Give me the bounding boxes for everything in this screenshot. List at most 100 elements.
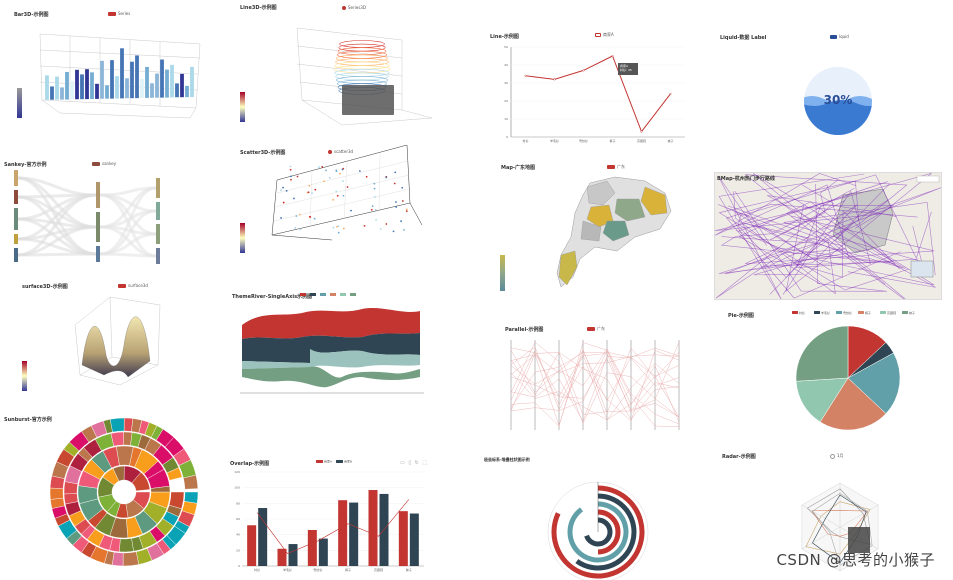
overlap-bar-商家B[interactable]	[349, 502, 359, 566]
bmap-route[interactable]	[717, 173, 865, 300]
scatter3d-point[interactable]	[358, 170, 361, 172]
scatter3d-point[interactable]	[373, 187, 376, 190]
parallel-line[interactable]	[510, 348, 680, 425]
sankey-node[interactable]	[14, 208, 18, 230]
sankey-node[interactable]	[14, 170, 18, 186]
bar3d-bar[interactable]	[79, 74, 85, 100]
bar3d-bar[interactable]	[144, 66, 150, 99]
polar-bar[interactable]	[575, 493, 637, 571]
line-point[interactable]	[669, 92, 672, 95]
pie-legend-swatch[interactable]	[814, 311, 820, 314]
map-visualmap[interactable]	[500, 255, 505, 291]
overlap-toolbox[interactable]: ▭ ▯ ↻ ⬚	[400, 460, 429, 466]
bar3d-bar[interactable]	[64, 71, 70, 100]
sankey-link[interactable]	[17, 252, 97, 257]
sankey-node[interactable]	[156, 178, 160, 198]
parallel-line[interactable]	[510, 342, 680, 427]
bmap-route[interactable]	[744, 174, 908, 285]
bar3d-visualmap[interactable]	[17, 88, 22, 118]
scatter3d-point[interactable]	[282, 201, 285, 204]
pie-legend-label[interactable]: 高跟鞋	[887, 310, 896, 315]
scatter3d-point[interactable]	[375, 218, 377, 221]
sankey-node[interactable]	[14, 190, 18, 204]
bar3d-bar[interactable]	[114, 75, 120, 99]
bmap-route[interactable]	[720, 187, 876, 263]
scatter3d-point[interactable]	[299, 228, 302, 231]
river-layer-green[interactable]	[242, 366, 420, 388]
line-point[interactable]	[640, 130, 643, 133]
sunburst-segment[interactable]	[122, 551, 140, 567]
pie-legend-swatch[interactable]	[792, 311, 798, 314]
scatter3d-point[interactable]	[282, 186, 284, 189]
parallel-legend[interactable]: 广东	[587, 326, 605, 332]
line-point[interactable]	[582, 69, 585, 72]
polar-bar[interactable]	[567, 501, 629, 563]
scatter3d-point[interactable]	[308, 215, 311, 218]
polar-bar[interactable]	[597, 509, 621, 555]
bmap-chart[interactable]	[715, 173, 942, 300]
scatter3d-point[interactable]	[395, 206, 398, 208]
line-chart[interactable]: 0 10 20 30 40 50 衬衫 羊毛衫 雪纺衫 裤子 高跟鞋 袜子	[485, 25, 700, 155]
scatter3d-point[interactable]	[401, 200, 404, 202]
parallel-chart[interactable]	[495, 318, 695, 443]
bar3d-bar[interactable]	[164, 69, 170, 98]
parallel-line[interactable]	[510, 356, 680, 422]
line-point[interactable]	[611, 55, 614, 58]
pie-legend-label[interactable]: 裤子	[865, 310, 871, 315]
bmap-route[interactable]	[735, 229, 846, 276]
bar3d-bar[interactable]	[179, 73, 185, 98]
sankey-link[interactable]	[17, 176, 97, 256]
scatter3d-point[interactable]	[295, 215, 298, 217]
scatter3d-point[interactable]	[308, 184, 311, 187]
bmap-route[interactable]	[715, 173, 857, 258]
scatter3d-point[interactable]	[374, 208, 377, 211]
region-zhaoqing[interactable]	[580, 220, 602, 242]
line3d-visualmap[interactable]	[240, 92, 245, 122]
sunburst-segment[interactable]	[183, 474, 199, 490]
bar3d-bar[interactable]	[69, 80, 75, 100]
radar-series[interactable]	[805, 501, 871, 555]
radar-chart[interactable]	[712, 445, 942, 580]
bar3d-bar[interactable]	[129, 61, 135, 99]
radar-series[interactable]	[812, 492, 873, 566]
scatter3d-point[interactable]	[311, 192, 313, 195]
bar3d-bar[interactable]	[44, 75, 50, 101]
scatter3d-point[interactable]	[313, 217, 316, 220]
scatter3d-point[interactable]	[392, 230, 395, 233]
bar3d-bar[interactable]	[49, 86, 55, 101]
scatter3d-point[interactable]	[328, 176, 331, 179]
bar3d-bar[interactable]	[104, 85, 110, 99]
overlap-bar-商家A[interactable]	[247, 525, 257, 566]
overlap-legend-label[interactable]: 商家A	[324, 459, 333, 464]
themeriver-legend[interactable]	[300, 293, 356, 296]
scatter3d-point[interactable]	[379, 228, 382, 230]
scatter3d-point[interactable]	[405, 210, 408, 213]
scatter3d-point[interactable]	[350, 209, 352, 212]
region-heyuan[interactable]	[614, 198, 646, 222]
parallel-line[interactable]	[510, 346, 680, 422]
pie-legend-swatch[interactable]	[836, 311, 842, 314]
bar3d-bar[interactable]	[154, 73, 160, 98]
bmap-route[interactable]	[724, 187, 941, 275]
bar3d-bar[interactable]	[124, 78, 130, 99]
radar-legend[interactable]: 1月	[830, 453, 844, 459]
line3d-chart[interactable]	[232, 0, 472, 145]
scatter3d-point[interactable]	[363, 224, 366, 227]
parallel-line[interactable]	[510, 342, 680, 413]
bar3d-bar[interactable]	[109, 59, 115, 99]
scatter3d-point[interactable]	[341, 168, 344, 171]
scatter3d-point[interactable]	[307, 191, 310, 194]
sankey-chart[interactable]	[0, 152, 230, 272]
scatter3d-point[interactable]	[337, 231, 340, 234]
parallel-line[interactable]	[510, 372, 680, 421]
parallel-line[interactable]	[510, 352, 680, 415]
bmap-zoom-control[interactable]	[916, 175, 940, 183]
parallel-line[interactable]	[510, 354, 680, 421]
bar3d-bar[interactable]	[54, 76, 60, 100]
scatter3d-point[interactable]	[339, 172, 341, 175]
scatter3d-point[interactable]	[321, 166, 324, 168]
scatter3d-point[interactable]	[332, 226, 335, 229]
scatter3d-point[interactable]	[337, 225, 340, 227]
scatter3d-point[interactable]	[335, 169, 338, 172]
parallel-line[interactable]	[510, 341, 680, 424]
